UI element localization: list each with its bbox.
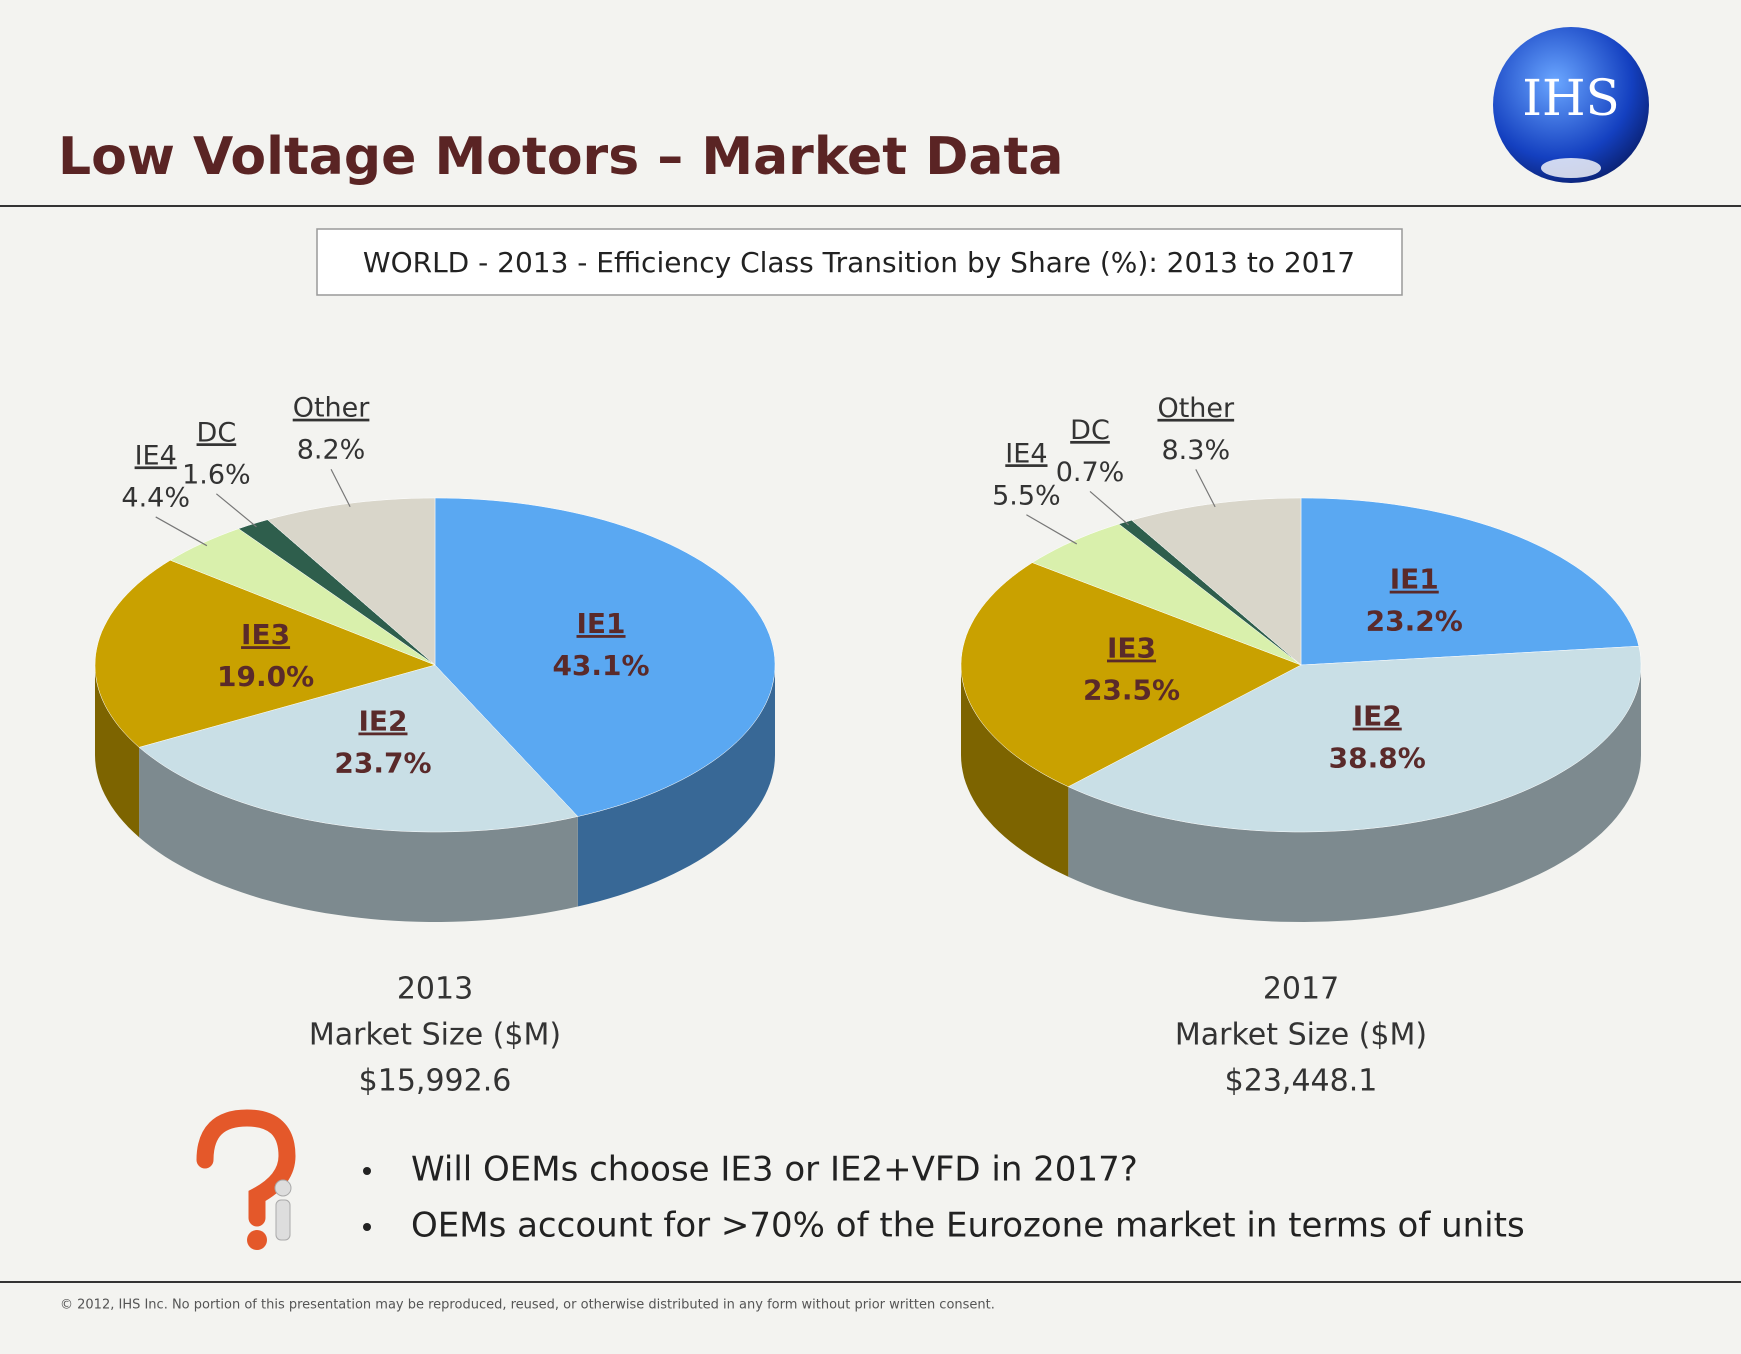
chart-title: 2017 — [1263, 972, 1339, 1007]
slice-name: IE2 — [358, 704, 407, 737]
question-dot — [247, 1230, 267, 1250]
figure-head — [274, 1179, 292, 1197]
slice-value: 19.0% — [217, 660, 314, 693]
slice-value: 43.1% — [552, 649, 649, 682]
leader-line — [216, 493, 257, 528]
pie-labels: IE1 43.1% IE2 23.7% IE3 19.0% IE4 4.4% DC 1.6% Oth… — [121, 393, 649, 780]
bullet-text: Will OEMs choose IE3 or IE2+VFD in 2017? — [411, 1150, 1138, 1190]
chart-annotation: $15,992.6 — [359, 1064, 512, 1099]
figure-body — [275, 1199, 291, 1241]
slice — [94, 559, 436, 748]
slice-side — [139, 747, 578, 922]
slice-value: 5.5% — [992, 480, 1061, 511]
leader-line — [1195, 469, 1216, 508]
slice-side — [577, 665, 775, 907]
leader-line — [155, 516, 208, 547]
slice-name: Other — [1157, 393, 1235, 424]
slice-value: 0.7% — [1056, 457, 1125, 488]
slice — [1300, 497, 1640, 666]
charts: IE1 43.1% IE2 23.7% IE3 19.0% IE4 4.4% DC 1.6% Oth… — [94, 393, 1642, 1099]
chart-annotation: $23,448.1 — [1225, 1064, 1378, 1099]
question-icon — [196, 1109, 296, 1227]
slice-name: DC — [197, 417, 237, 448]
slice-name: IE3 — [241, 618, 290, 651]
pie-tops — [94, 497, 776, 833]
logo — [1493, 27, 1649, 183]
slice-name: IE1 — [1390, 563, 1439, 596]
bullet-dot — [363, 1223, 371, 1231]
leader-line — [1089, 491, 1130, 526]
slice-name: IE4 — [1005, 438, 1047, 469]
logo-text: IHS — [1522, 69, 1620, 127]
slide-title: Low Voltage Motors – Market Data — [58, 127, 1063, 187]
slice-value: 4.4% — [121, 482, 190, 513]
slice-name: DC — [1070, 415, 1110, 446]
slice-value: 23.7% — [334, 746, 431, 779]
bullet-text: OEMs account for >70% of the Eurozone ma… — [411, 1206, 1525, 1246]
pie-sides — [961, 665, 1641, 922]
slice — [434, 497, 776, 817]
slice-name: IE2 — [1353, 700, 1402, 733]
slice-value: 38.8% — [1329, 742, 1426, 775]
leader-line — [330, 468, 351, 508]
slice-name: IE1 — [577, 607, 626, 640]
chart-title: 2013 — [397, 972, 473, 1007]
slice-name: IE3 — [1107, 632, 1156, 665]
slice-side — [95, 665, 140, 838]
leader-line — [1026, 514, 1078, 545]
slice-value: 1.6% — [182, 459, 251, 490]
slice — [960, 562, 1302, 787]
slice-side — [1068, 665, 1641, 922]
footer-text: © 2012, IHS Inc. No portion of this pres… — [60, 1298, 995, 1313]
bullet-dot — [363, 1167, 371, 1175]
chart-subtitle: Market Size ($M) — [1175, 1018, 1427, 1053]
slice-name: Other — [293, 393, 371, 424]
slice-name: IE4 — [135, 440, 177, 471]
slice — [1067, 645, 1642, 833]
pie-labels: IE1 23.2% IE2 38.8% IE3 23.5% IE4 5.5% DC 0.7% Oth… — [992, 393, 1463, 775]
chart-subtitle: Market Size ($M) — [309, 1018, 561, 1053]
slice-side — [961, 665, 1069, 877]
pie-tops — [960, 497, 1642, 833]
pie-sides — [95, 665, 775, 922]
subtitle-box — [316, 228, 1403, 296]
slice-value: 8.2% — [297, 435, 366, 466]
logo-glow — [1541, 158, 1601, 178]
slice-value: 8.3% — [1162, 435, 1231, 466]
slice-value: 23.2% — [1366, 605, 1463, 638]
slide-subtitle: WORLD - 2013 - Efficiency Class Transiti… — [363, 246, 1355, 279]
slice — [138, 664, 579, 833]
slice-value: 23.5% — [1083, 674, 1180, 707]
